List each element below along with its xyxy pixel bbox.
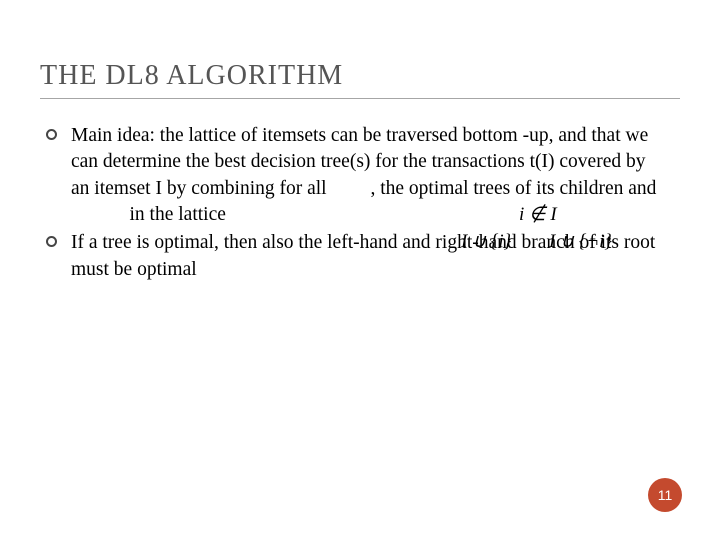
math-expr: i ∉ I	[519, 202, 557, 228]
bullet-text: If a tree is optimal, then also the left…	[71, 230, 660, 283]
slide-title: THE DL8 ALGORITHM	[40, 60, 680, 92]
page-number: 11	[658, 487, 673, 503]
bullet-marker-icon	[46, 129, 57, 140]
bullet-marker-icon	[46, 236, 57, 247]
content-area: Main idea: the lattice of itemsets can b…	[40, 123, 680, 283]
bullet-item: If a tree is optimal, then also the left…	[46, 230, 660, 283]
slide-container: THE DL8 ALGORITHM Main idea: the lattice…	[0, 0, 720, 540]
bullet-line: If a tree is optimal, then also the left…	[71, 232, 655, 279]
page-number-badge: 11	[648, 478, 682, 512]
bullet-line: Main idea: the lattice of itemsets can b…	[71, 125, 656, 225]
title-underline	[40, 98, 680, 99]
bullet-text: Main idea: the lattice of itemsets can b…	[71, 123, 660, 228]
bullet-item: Main idea: the lattice of itemsets can b…	[46, 123, 660, 228]
